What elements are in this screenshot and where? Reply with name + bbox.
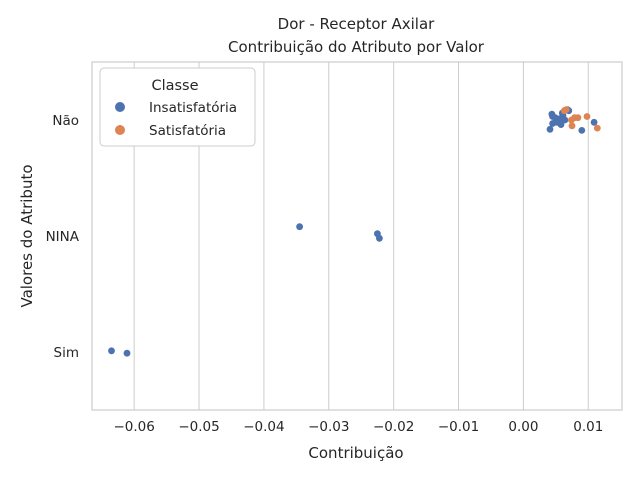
- x-tick-label: 0.01: [573, 419, 603, 435]
- y-tick-label: Não: [52, 113, 79, 129]
- x-tick-label: 0.00: [508, 419, 538, 435]
- legend-title: Classe: [151, 78, 198, 94]
- data-point: [561, 116, 569, 124]
- plot-frame: [91, 61, 623, 411]
- chart-title: Dor - Receptor Axilar: [278, 15, 435, 33]
- legend-marker-insatisfatoria: [115, 102, 125, 112]
- data-point: [296, 223, 303, 231]
- data-point: [123, 349, 131, 357]
- data-point: [568, 122, 576, 130]
- y-tick-label: Sim: [54, 345, 79, 361]
- x-axis-label: Contribuição: [308, 444, 403, 462]
- data-points: [108, 106, 601, 357]
- data-point: [108, 347, 115, 355]
- data-point: [376, 234, 383, 242]
- y-tick-labels: Não NINA Sim: [46, 113, 80, 361]
- legend-marker-satisfatoria: [115, 125, 125, 135]
- data-point: [590, 118, 598, 126]
- legend-box: [99, 67, 256, 147]
- x-tick-label: −0.06: [113, 419, 154, 435]
- y-axis-label: Valores do Atributo: [18, 164, 36, 307]
- data-point: [583, 113, 591, 120]
- legend: Classe Insatisfatória Satisfatória: [99, 67, 256, 147]
- x-tick-label: −0.03: [308, 419, 349, 435]
- x-tick-label: −0.02: [373, 419, 414, 435]
- data-point: [546, 125, 554, 133]
- x-tick-labels: −0.06 −0.05 −0.04 −0.03 −0.02 −0.01 0.00 0.01: [113, 419, 603, 435]
- data-point: [578, 126, 586, 134]
- x-tick-label: −0.04: [243, 419, 284, 435]
- y-tick-label: NINA: [46, 229, 80, 245]
- legend-label-satisfatoria: Satisfatória: [149, 123, 226, 139]
- x-tick-label: −0.01: [438, 419, 479, 435]
- data-point: [549, 120, 556, 127]
- x-tick-label: −0.05: [178, 419, 219, 435]
- data-point: [574, 114, 582, 122]
- legend-label-insatisfatoria: Insatisfatória: [149, 100, 237, 116]
- chart-subtitle: Contribuição do Atributo por Valor: [228, 38, 485, 56]
- data-point: [557, 121, 565, 128]
- data-point: [562, 106, 570, 113]
- data-point: [593, 124, 601, 132]
